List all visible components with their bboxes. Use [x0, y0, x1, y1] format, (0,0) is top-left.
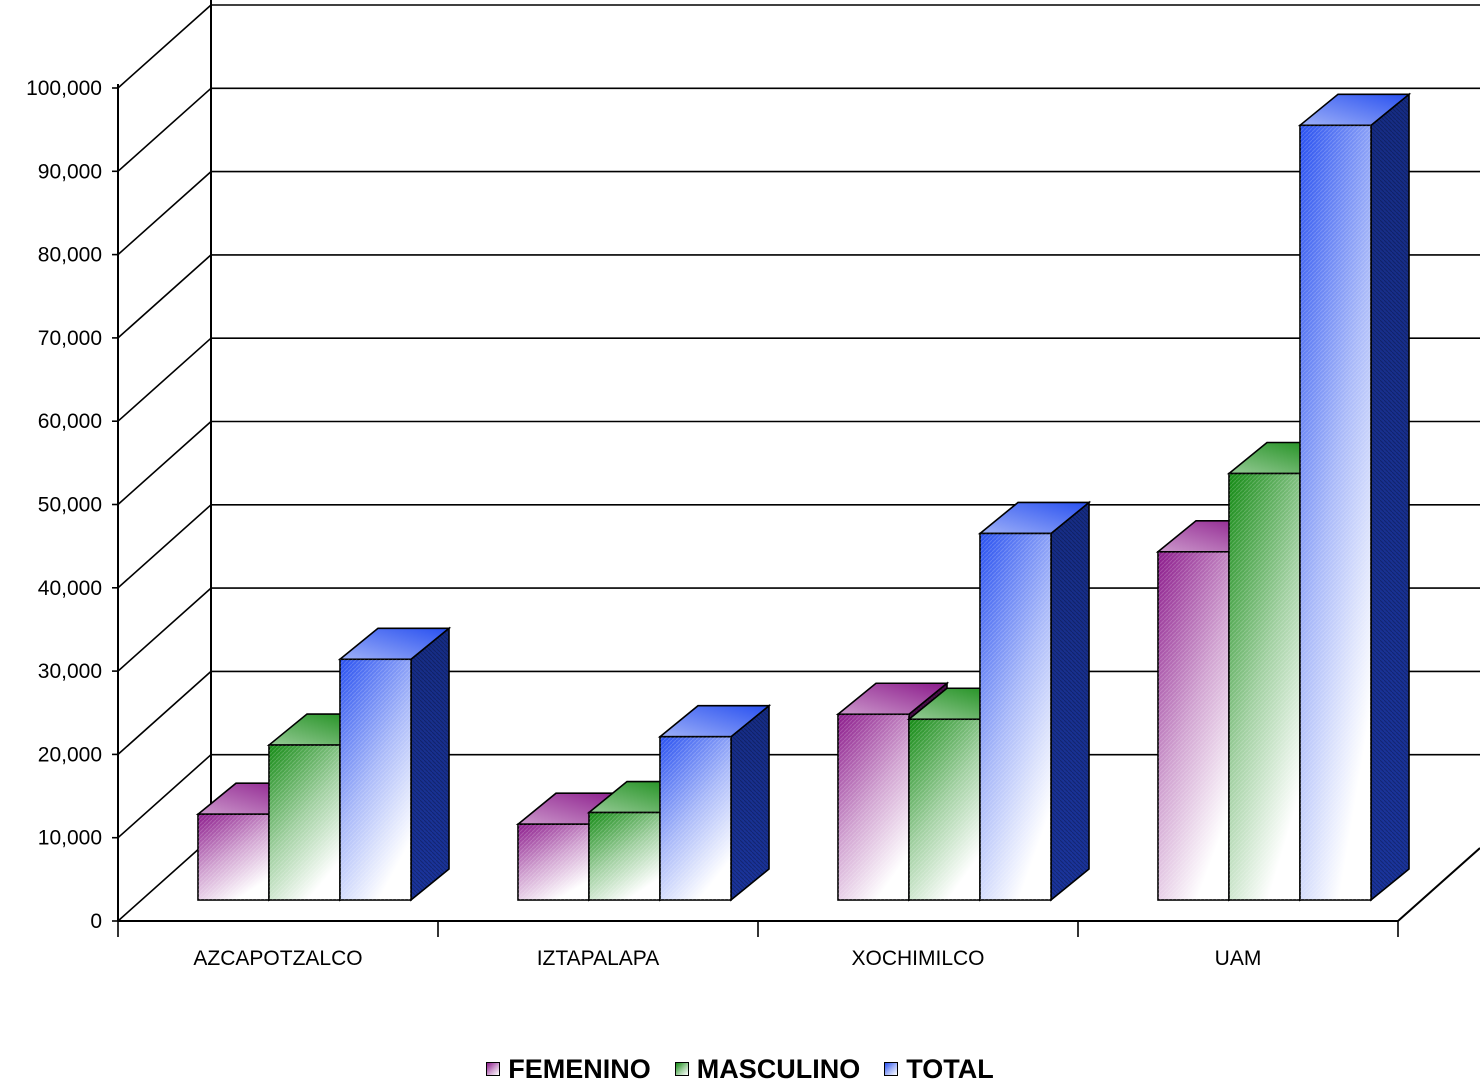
bar-front-texture: [838, 714, 909, 900]
legend-label: TOTAL: [906, 1053, 994, 1084]
y-tick-label: 20,000: [38, 743, 102, 766]
side-wall-gridline: [117, 87, 212, 172]
bar-front-texture: [660, 736, 731, 900]
side-wall-gridline: [117, 171, 212, 256]
side-wall-gridline: [117, 670, 212, 755]
bar-front-texture: [269, 745, 340, 900]
y-tick-label: 40,000: [38, 577, 102, 600]
bar-side-texture: [1371, 94, 1409, 900]
legend-swatch: [486, 1062, 501, 1076]
legend-label: MASCULINO: [696, 1053, 861, 1084]
side-wall-gridline: [117, 837, 212, 922]
bar-front-texture: [198, 814, 269, 900]
y-tick-label: 0: [90, 910, 102, 933]
floor-right-edge: [1397, 847, 1480, 922]
legend-item-femenino: FEMENINO: [486, 1054, 651, 1085]
legend: FEMENINO MASCULINO TOTAL: [0, 1049, 1480, 1089]
y-tick-label: 60,000: [38, 410, 102, 433]
y-tick-label: 10,000: [38, 827, 102, 850]
x-tick-label: XOCHIMILCO: [851, 947, 984, 970]
bar-front-texture: [340, 659, 411, 900]
side-wall-gridline: [117, 337, 212, 422]
legend-swatch: [884, 1062, 899, 1076]
side-wall-gridline: [117, 254, 212, 339]
gridlines: [117, 4, 1480, 922]
bar-front-texture: [518, 824, 589, 900]
y-tick-label: 100,000: [26, 77, 102, 100]
side-wall-gridline: [117, 587, 212, 672]
x-tick-label: AZCAPOTZALCO: [193, 947, 362, 970]
bar-front-texture: [980, 533, 1051, 900]
legend-swatch: [674, 1062, 689, 1076]
side-wall-gridline: [117, 754, 212, 839]
bar-side-texture: [731, 705, 769, 900]
bar-side-texture: [411, 628, 449, 900]
y-tick-label: 30,000: [38, 660, 102, 683]
bar-total-iztapalapa: [657, 704, 772, 902]
x-tick-label: UAM: [1215, 947, 1262, 970]
y-tick-label: 50,000: [38, 494, 102, 517]
axis-labels: 0 10,000 20,000 30,000 40,000 50,000 60,000 70,…: [26, 77, 1261, 970]
y-tick-label: 90,000: [38, 160, 102, 183]
y-tick-label: 70,000: [38, 327, 102, 350]
legend-item-masculino: MASCULINO: [674, 1053, 861, 1085]
legend-item-total: TOTAL: [884, 1054, 994, 1085]
bar-front-texture: [909, 719, 980, 900]
bar-total-azcapotzalco: [337, 626, 452, 902]
side-wall-gridline: [117, 420, 212, 506]
side-wall-gridline: [117, 4, 212, 89]
bar-front-texture: [589, 812, 660, 900]
bar-front-texture: [1158, 551, 1229, 900]
side-wall-gridline: [117, 504, 212, 589]
bars: [195, 92, 1412, 902]
bar-total-uam: [1297, 92, 1412, 902]
y-tick-label: 80,000: [38, 244, 102, 267]
legend-label: FEMENINO: [508, 1053, 651, 1084]
bar-front-texture: [1229, 473, 1300, 900]
bar-side-texture: [1051, 502, 1089, 900]
axes: [112, 0, 1480, 937]
x-tick-label: IZTAPALAPA: [537, 947, 660, 970]
bar-front-texture: [1300, 125, 1371, 900]
bar-total-xochimilco: [977, 500, 1092, 902]
